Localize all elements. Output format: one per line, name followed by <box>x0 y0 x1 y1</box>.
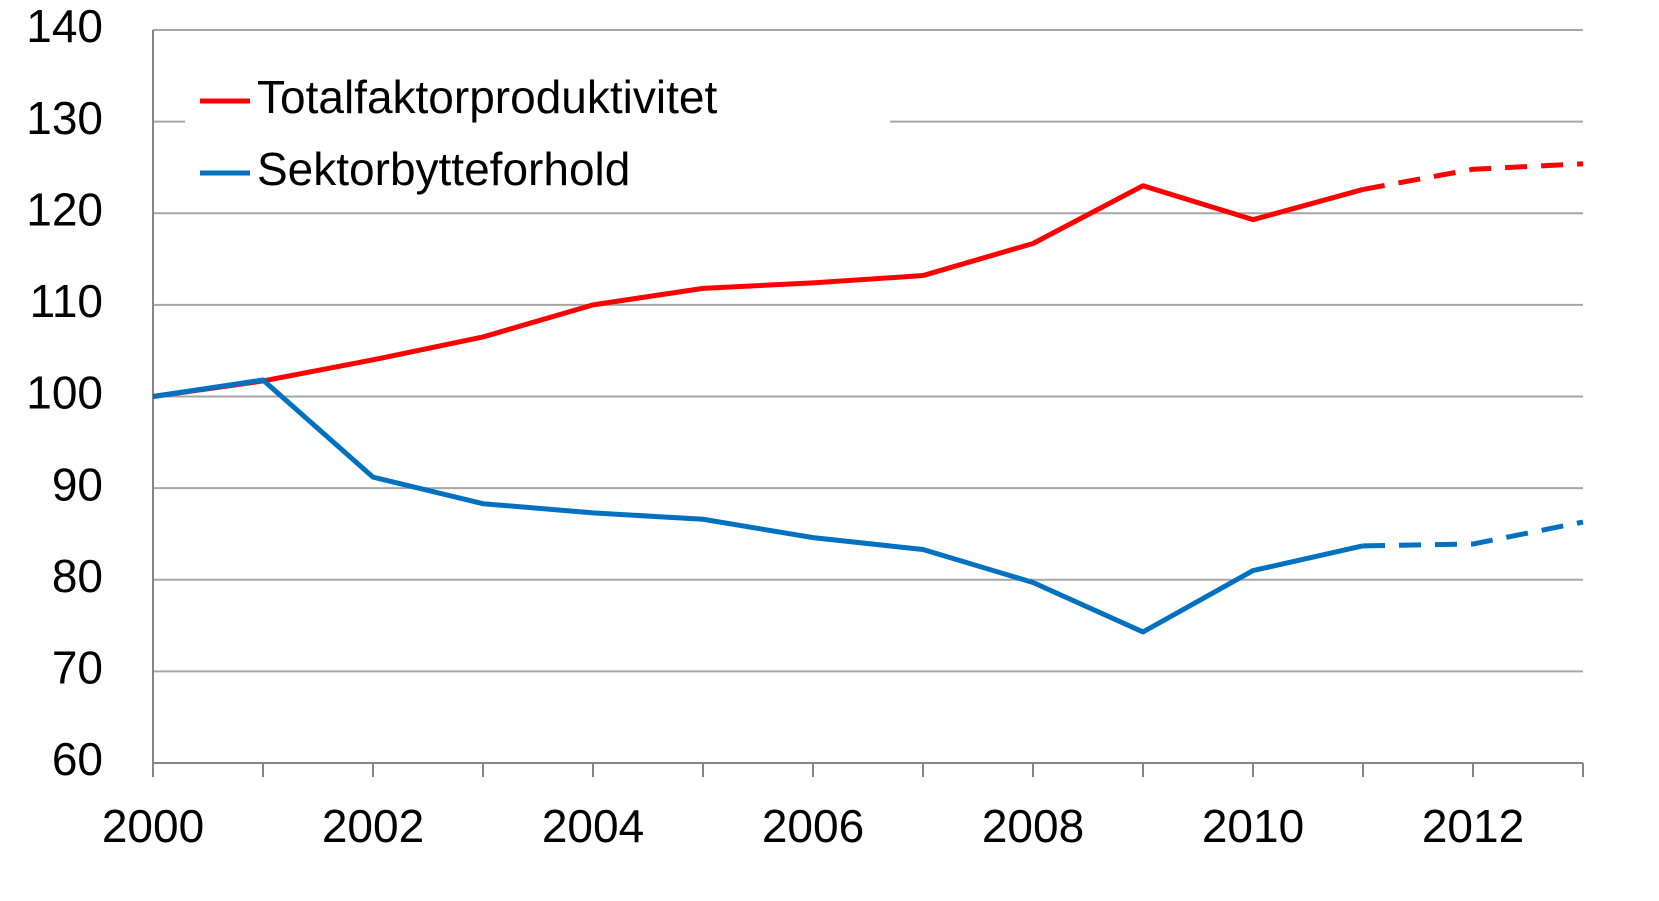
x-tick-label: 2002 <box>322 800 424 852</box>
legend-label: Sektorbytteforhold <box>257 143 630 195</box>
y-tick-label: 130 <box>26 92 103 144</box>
y-tick-label: 100 <box>26 367 103 419</box>
y-tick-label: 110 <box>30 275 103 327</box>
x-tick-label: 2008 <box>982 800 1084 852</box>
forecast-line <box>1362 161 1584 192</box>
y-tick-label: 140 <box>26 0 103 52</box>
x-tick-label: 2006 <box>762 800 864 852</box>
legend-box <box>185 62 890 212</box>
y-tick-label: 60 <box>52 733 103 785</box>
x-tick-label: 2000 <box>102 800 204 852</box>
series-line <box>152 183 1364 399</box>
y-tick-label: 90 <box>52 458 103 510</box>
x-tick-label: 2012 <box>1422 800 1524 852</box>
x-tick-label: 2004 <box>542 800 644 852</box>
x-tick-label: 2010 <box>1202 800 1304 852</box>
series-line <box>152 377 1364 635</box>
y-tick-label: 80 <box>52 550 103 602</box>
y-tick-label: 120 <box>26 183 103 235</box>
y-tick-label: 70 <box>52 642 103 694</box>
forecast-line <box>1362 519 1584 549</box>
legend-label: Totalfaktorproduktivitet <box>257 71 717 123</box>
